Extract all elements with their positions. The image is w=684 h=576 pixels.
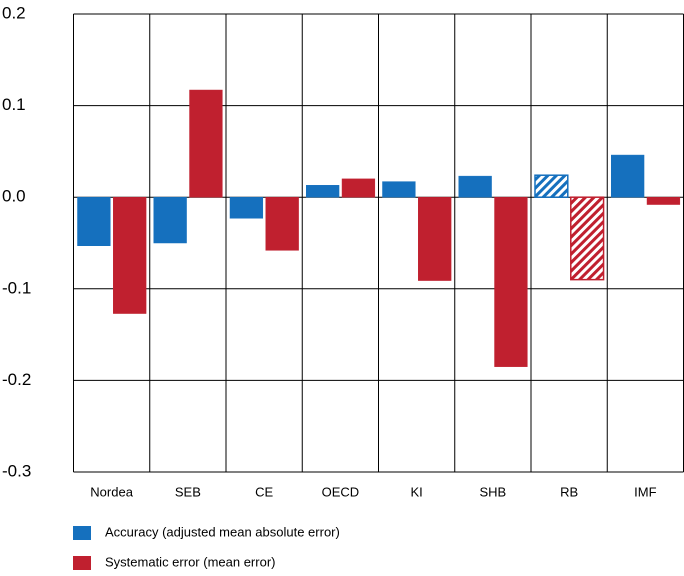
bar bbox=[570, 196, 605, 281]
bar bbox=[418, 196, 452, 281]
legend-label: Accuracy (adjusted mean absolute error) bbox=[105, 524, 340, 539]
y-tick-label: 0.0 bbox=[2, 187, 26, 206]
bar bbox=[382, 181, 416, 198]
bar bbox=[494, 196, 528, 367]
x-tick-label: SEB bbox=[175, 484, 201, 499]
x-tick-label: CE bbox=[255, 484, 273, 499]
bar bbox=[341, 178, 376, 198]
bar bbox=[611, 154, 645, 198]
bar bbox=[646, 196, 681, 205]
bar bbox=[153, 196, 187, 244]
bar bbox=[113, 196, 147, 314]
y-tick-label: -0.2 bbox=[2, 370, 31, 389]
bar bbox=[306, 185, 340, 198]
x-tick-label: OECD bbox=[322, 484, 360, 499]
legend-swatch bbox=[73, 526, 91, 540]
x-tick-label: KI bbox=[410, 484, 422, 499]
bar bbox=[189, 89, 223, 198]
bar bbox=[458, 175, 492, 198]
bar bbox=[77, 196, 111, 246]
legend-label: Systematic error (mean error) bbox=[105, 554, 275, 569]
legend-swatch bbox=[73, 556, 91, 570]
x-tick-label: IMF bbox=[634, 484, 656, 499]
bar bbox=[229, 196, 264, 219]
y-tick-label: 0.1 bbox=[2, 95, 26, 114]
y-tick-label: -0.1 bbox=[2, 278, 31, 297]
x-tick-label: Nordea bbox=[90, 484, 133, 499]
x-tick-label: RB bbox=[560, 484, 578, 499]
bar bbox=[265, 196, 299, 251]
y-tick-label: -0.3 bbox=[2, 461, 31, 480]
x-tick-label: SHB bbox=[480, 484, 507, 499]
y-tick-label: 0.2 bbox=[2, 3, 26, 22]
bar bbox=[534, 174, 569, 198]
